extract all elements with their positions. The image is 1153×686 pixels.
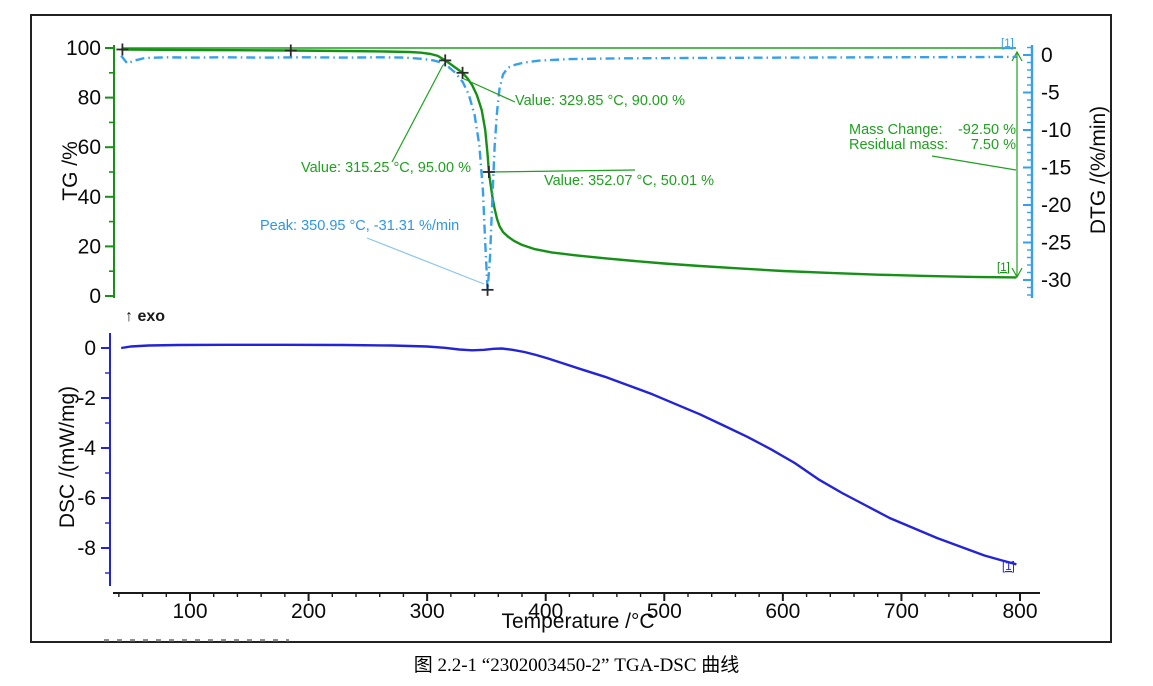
annotation-mass-change: Mass Change: -92.50 % Residual mass: 7.5… bbox=[849, 123, 1016, 153]
annotation-value-352: Value: 352.07 °C, 50.01 % bbox=[544, 173, 714, 189]
dtg-tick-label: -25 bbox=[1041, 232, 1071, 255]
dtg-curve bbox=[120, 55, 1017, 291]
annotation-leader-peak-dtg bbox=[366, 237, 485, 285]
x-tick-label: 400 bbox=[528, 600, 563, 623]
mass-change-label: Mass Change: bbox=[849, 122, 943, 138]
dsc-tick-label: -8 bbox=[77, 537, 96, 560]
curve-tag-tg: [1] bbox=[997, 262, 1010, 274]
curve-tag-dtg: [1] bbox=[1001, 38, 1014, 50]
dsc-axis-title: DSC /(mW/mg) bbox=[56, 385, 79, 529]
dtg-tick-label: -5 bbox=[1041, 82, 1060, 105]
clipped-footer-text-artifact bbox=[104, 639, 289, 642]
dtg-axis-title: DTG /(%/min) bbox=[1087, 105, 1110, 235]
figure-caption: 图 2.2-1 “2302003450-2” TGA-DSC 曲线 bbox=[413, 655, 740, 676]
dtg-tick-label: -30 bbox=[1041, 269, 1071, 292]
x-tick-label: 800 bbox=[1002, 600, 1037, 623]
curve-point-marker bbox=[482, 165, 495, 178]
residual-mass-label: Residual mass: bbox=[849, 137, 949, 153]
x-tick-label: 300 bbox=[410, 600, 445, 623]
tga-dsc-chart-canvas: 100 200 300 400 500 600 700 8001008060402000-5-… bbox=[30, 14, 1112, 643]
x-tick-label: 100 bbox=[172, 600, 207, 623]
annotation-leader-value-352 bbox=[489, 169, 636, 173]
annotation-leader-value-329 bbox=[461, 77, 516, 103]
tg-tick-label: 80 bbox=[78, 87, 101, 110]
tg-axis-title: TG /% bbox=[59, 141, 82, 201]
tg-tick-label: 40 bbox=[78, 186, 101, 209]
mass-change-value: -92.50 % bbox=[957, 122, 1016, 138]
annotation-value-315: Value: 315.25 °C, 95.00 % bbox=[301, 160, 471, 176]
chart-frame bbox=[30, 14, 1112, 643]
dsc-tick-label: -2 bbox=[77, 387, 96, 410]
dtg-tick-label: 0 bbox=[1041, 44, 1053, 67]
annotation-value-329: Value: 329.85 °C, 90.00 % bbox=[515, 93, 685, 109]
dtg-tick-label: -15 bbox=[1041, 157, 1071, 180]
tg-tick-label: 100 bbox=[66, 37, 101, 60]
exo-direction-label: ↑ exo bbox=[125, 308, 166, 325]
tg-tick-label: 20 bbox=[78, 235, 101, 258]
annotation-peak-dtg: Peak: 350.95 °C, -31.31 %/min bbox=[260, 218, 460, 234]
dtg-tick-label: -20 bbox=[1041, 194, 1071, 217]
x-tick-label: 200 bbox=[291, 600, 326, 623]
curve-point-marker bbox=[456, 66, 469, 79]
curve-point-marker bbox=[481, 283, 494, 296]
x-tick-label: 700 bbox=[884, 600, 919, 623]
bracket-arrow-down bbox=[1011, 267, 1023, 279]
tg-tick-label: 60 bbox=[78, 136, 101, 159]
dsc-tick-label: -6 bbox=[77, 487, 96, 510]
dsc-tick-label: 0 bbox=[84, 337, 96, 360]
tg-tick-label: 0 bbox=[89, 285, 101, 308]
x-axis-title: Temperature /°C bbox=[501, 610, 655, 633]
curve-tag-dsc: [1] bbox=[1002, 561, 1015, 573]
x-tick-label: 600 bbox=[765, 600, 800, 623]
curve-point-marker bbox=[284, 44, 297, 57]
annotation-leader-mass bbox=[931, 155, 1017, 171]
dtg-tick-label: -10 bbox=[1041, 119, 1071, 142]
curve-point-marker bbox=[439, 54, 452, 67]
tg-curve bbox=[121, 48, 1017, 279]
residual-mass-value: 7.50 % bbox=[970, 137, 1016, 153]
x-tick-label: 500 bbox=[647, 600, 682, 623]
dsc-curve bbox=[121, 343, 1017, 566]
dsc-tick-label: -4 bbox=[77, 437, 96, 460]
curve-point-marker bbox=[116, 43, 129, 56]
annotation-leader-value-315 bbox=[391, 64, 444, 163]
